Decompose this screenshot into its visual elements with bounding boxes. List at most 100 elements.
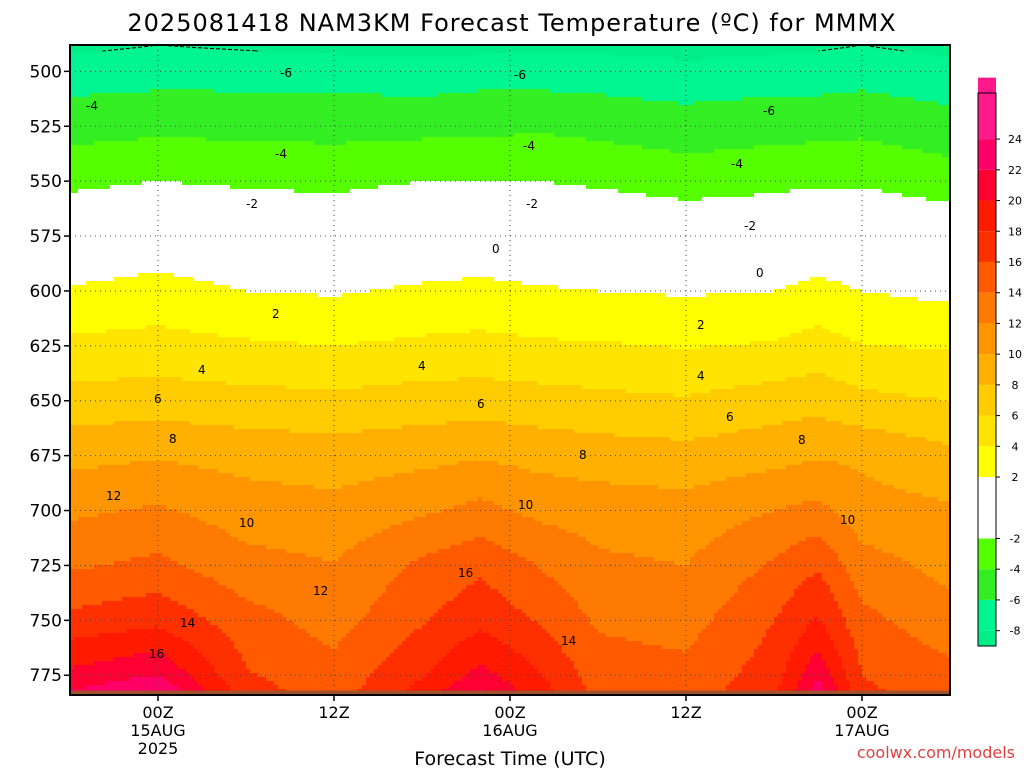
temperature-cell bbox=[754, 101, 759, 106]
temperature-cell bbox=[518, 125, 523, 130]
temperature-cell bbox=[654, 61, 659, 66]
temperature-cell bbox=[490, 133, 495, 138]
temperature-cell bbox=[150, 81, 155, 86]
temperature-cell bbox=[614, 121, 619, 126]
temperature-cell bbox=[778, 53, 783, 58]
temperature-cell bbox=[294, 89, 299, 94]
temperature-cell bbox=[894, 69, 899, 74]
temperature-cell bbox=[526, 89, 531, 94]
temperature-cell bbox=[314, 125, 319, 130]
temperature-cell bbox=[558, 57, 563, 62]
temperature-cell bbox=[70, 85, 75, 90]
temperature-cell bbox=[918, 93, 923, 98]
temperature-cell bbox=[658, 113, 663, 118]
temperature-cell bbox=[390, 65, 395, 70]
temperature-cell bbox=[446, 65, 451, 70]
temperature-cell bbox=[790, 93, 795, 98]
temperature-cell bbox=[558, 121, 563, 126]
temperature-cell bbox=[898, 85, 903, 90]
temperature-cell bbox=[762, 101, 767, 106]
temperature-cell bbox=[438, 65, 443, 70]
temperature-cell bbox=[114, 125, 119, 130]
temperature-cell bbox=[222, 69, 227, 74]
temperature-cell bbox=[474, 109, 479, 114]
temperature-cell bbox=[946, 53, 950, 58]
temperature-cell bbox=[438, 57, 443, 62]
temperature-cell bbox=[330, 45, 335, 50]
temperature-cell bbox=[134, 49, 139, 54]
temperature-cell bbox=[358, 133, 363, 138]
temperature-cell bbox=[226, 45, 231, 50]
temperature-cell bbox=[874, 105, 879, 110]
temperature-cell bbox=[482, 101, 487, 106]
temperature-cell bbox=[234, 113, 239, 118]
temperature-cell bbox=[214, 49, 219, 54]
temperature-cell bbox=[346, 49, 351, 54]
temperature-cell bbox=[346, 93, 351, 98]
temperature-cell bbox=[566, 57, 571, 62]
temperature-cell bbox=[542, 121, 547, 126]
temperature-cell bbox=[642, 45, 647, 50]
temperature-cell bbox=[602, 129, 607, 134]
temperature-cell bbox=[658, 101, 663, 106]
temperature-cell bbox=[506, 133, 511, 138]
temperature-cell bbox=[938, 65, 943, 70]
temperature-cell bbox=[550, 101, 555, 106]
temperature-cell bbox=[534, 61, 539, 66]
temperature-cell bbox=[486, 121, 491, 126]
temperature-cell bbox=[474, 133, 479, 138]
temperature-cell bbox=[658, 121, 663, 126]
temperature-cell bbox=[334, 85, 339, 90]
temperature-cell bbox=[114, 129, 119, 134]
temperature-cell bbox=[394, 77, 399, 82]
temperature-cell bbox=[390, 57, 395, 62]
temperature-cell bbox=[386, 105, 391, 110]
temperature-cell bbox=[154, 89, 159, 94]
temperature-cell bbox=[454, 105, 459, 110]
temperature-cell bbox=[342, 65, 347, 70]
temperature-cell bbox=[126, 49, 131, 54]
temperature-cell bbox=[826, 125, 831, 130]
temperature-cell bbox=[294, 73, 299, 78]
temperature-cell bbox=[138, 53, 143, 58]
temperature-cell bbox=[810, 113, 815, 118]
temperature-cell bbox=[498, 129, 503, 134]
temperature-cell bbox=[882, 109, 887, 114]
temperature-cell bbox=[282, 85, 287, 90]
temperature-cell bbox=[730, 81, 735, 86]
temperature-cell bbox=[646, 65, 651, 70]
temperature-cell bbox=[942, 89, 947, 94]
temperature-cell bbox=[446, 49, 451, 54]
temperature-cell bbox=[766, 93, 771, 98]
temperature-cell bbox=[146, 85, 151, 90]
temperature-cell bbox=[606, 105, 611, 110]
temperature-cell bbox=[410, 89, 415, 94]
temperature-cell bbox=[286, 85, 291, 90]
temperature-cell bbox=[250, 45, 255, 50]
temperature-cell bbox=[318, 109, 323, 114]
temperature-cell bbox=[194, 57, 199, 62]
temperature-cell bbox=[170, 101, 175, 106]
temperature-cell bbox=[210, 101, 215, 106]
temperature-cell bbox=[730, 125, 735, 130]
temperature-cell bbox=[710, 109, 715, 114]
temperature-cell bbox=[382, 77, 387, 82]
temperature-cell bbox=[378, 101, 383, 106]
temperature-cell bbox=[494, 113, 499, 118]
temperature-cell bbox=[910, 61, 915, 66]
temperature-cell bbox=[214, 65, 219, 70]
temperature-cell bbox=[854, 129, 859, 134]
temperature-cell bbox=[370, 73, 375, 78]
temperature-cell bbox=[294, 53, 299, 58]
temperature-cell bbox=[166, 57, 171, 62]
temperature-cell bbox=[310, 65, 315, 70]
temperature-cell bbox=[434, 85, 439, 90]
temperature-cell bbox=[714, 109, 719, 114]
temperature-cell bbox=[662, 77, 667, 82]
temperature-cell bbox=[382, 113, 387, 118]
temperature-cell bbox=[838, 53, 843, 58]
temperature-cell bbox=[854, 81, 859, 86]
temperature-cell bbox=[774, 65, 779, 70]
temperature-cell bbox=[138, 97, 143, 102]
temperature-cell bbox=[358, 117, 363, 122]
